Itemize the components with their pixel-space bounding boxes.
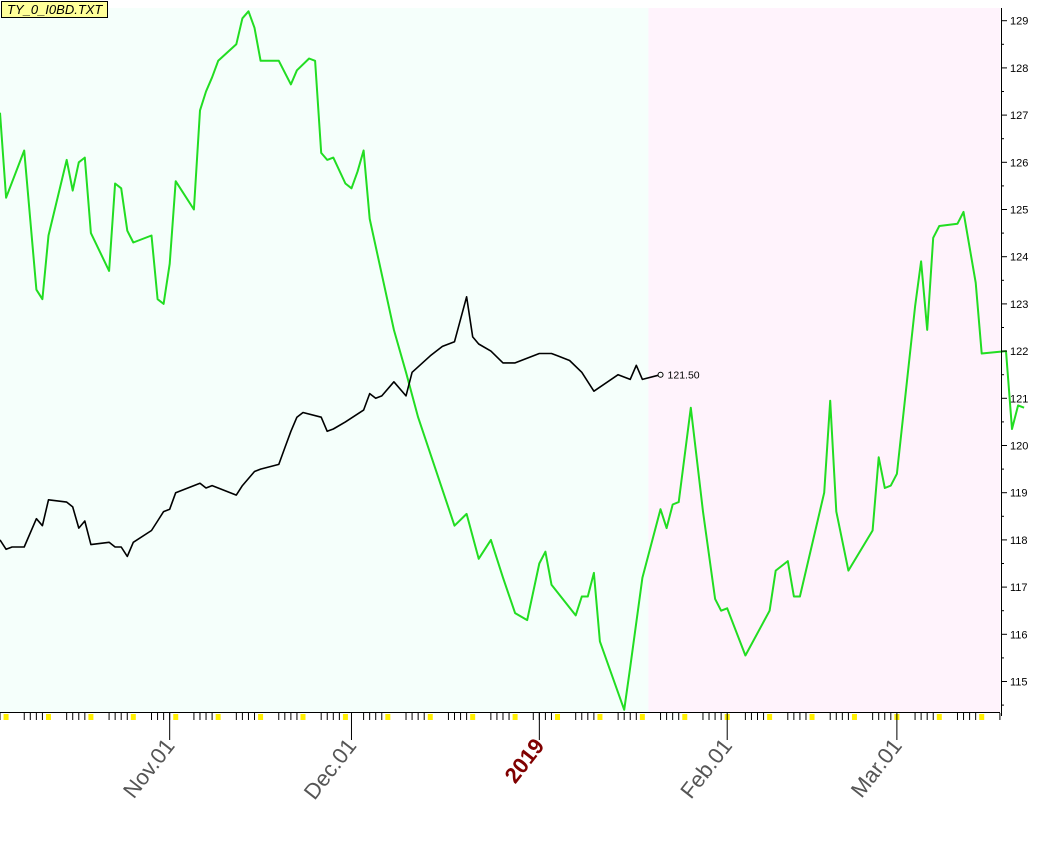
y-tick-label: 117: [1010, 582, 1028, 594]
series-layer: [0, 10, 1025, 711]
y-tick-label: 115: [1010, 677, 1028, 689]
background-left: [0, 8, 649, 712]
y-tick-label: 123: [1010, 299, 1028, 311]
y-tick-label: 128: [1010, 63, 1028, 75]
x-week-marker: [555, 714, 561, 720]
series-line-green: [0, 10, 1025, 711]
x-week-marker: [979, 714, 985, 720]
x-week-marker: [767, 714, 773, 720]
x-week-marker: [300, 714, 306, 720]
x-week-marker: [427, 714, 433, 720]
x-week-marker: [512, 714, 518, 720]
x-week-marker: [173, 714, 179, 720]
x-week-marker: [385, 714, 391, 720]
x-week-marker: [88, 714, 94, 720]
x-week-marker: [342, 714, 348, 720]
y-tick-label: 129: [1010, 16, 1028, 28]
x-week-marker: [130, 714, 136, 720]
y-tick-label: 118: [1010, 535, 1028, 547]
x-week-marker: [639, 714, 645, 720]
y-tick-label: 127: [1010, 110, 1028, 122]
x-tick-label: Feb.01: [675, 734, 737, 803]
last-value-label: 121.50: [668, 370, 700, 382]
y-tick-label: 122: [1010, 346, 1028, 358]
y-tick-label: 121: [1010, 393, 1028, 405]
x-tick-label: Dec.01: [299, 734, 362, 804]
x-week-marker: [45, 714, 51, 720]
x-week-marker: [936, 714, 942, 720]
background-right: [648, 8, 1000, 712]
x-week-marker: [258, 714, 264, 720]
x-week-marker: [809, 714, 815, 720]
y-tick-label: 120: [1010, 441, 1028, 453]
x-tick-label: Nov.01: [118, 734, 180, 803]
y-tick-label: 125: [1010, 205, 1028, 217]
annotation-layer: 121.50: [657, 370, 700, 382]
x-tick-label: 2019: [499, 734, 549, 788]
series-line-black: [0, 295, 661, 558]
y-tick-label: 126: [1010, 157, 1028, 169]
symbol-label: TY_0_I0BD.TXT: [1, 1, 109, 18]
y-tick-label: 124: [1010, 252, 1028, 264]
x-week-marker: [215, 714, 221, 720]
x-week-marker: [470, 714, 476, 720]
x-week-marker: [682, 714, 688, 720]
x-week-marker: [597, 714, 603, 720]
x-week-marker: [3, 714, 9, 720]
y-axis: 115 116 117 118 119 120 121 122 123 124 125 126 127 1…: [1001, 8, 1028, 716]
x-week-marker: [851, 714, 857, 720]
y-tick-label: 119: [1010, 488, 1028, 500]
x-tick-label: Mar.01: [846, 734, 907, 802]
last-value-marker: [657, 371, 664, 378]
x-axis: Nov.01 Dec.01 2019 Feb.01 Mar.01: [0, 712, 1001, 804]
y-tick-label: 116: [1010, 629, 1028, 641]
